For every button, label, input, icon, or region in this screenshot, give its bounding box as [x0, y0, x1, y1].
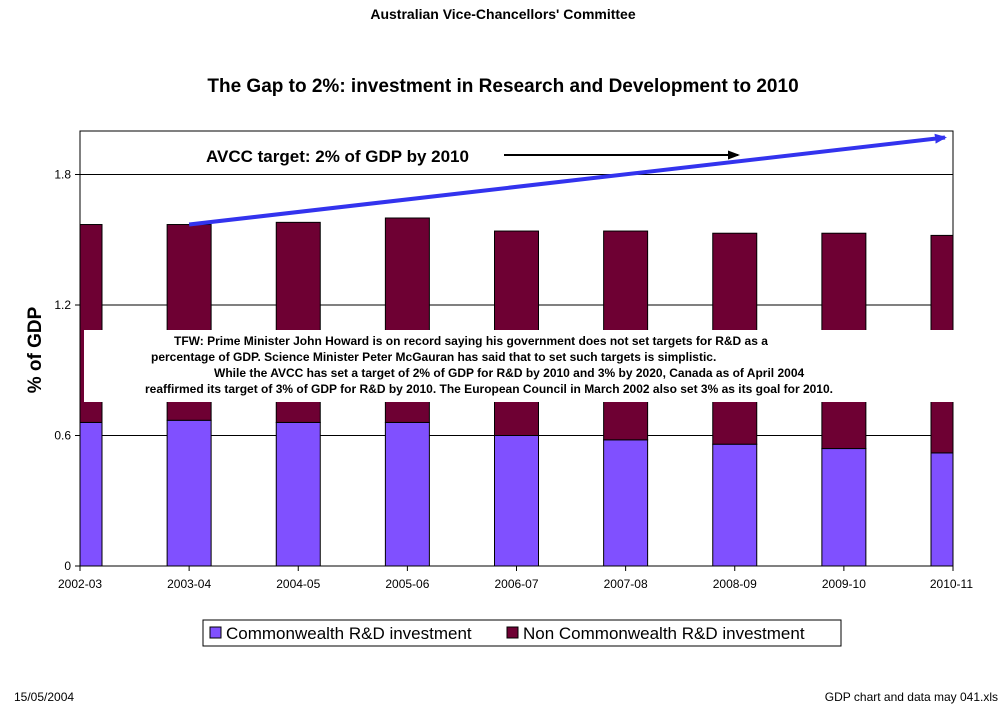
- target-label: AVCC target: 2% of GDP by 2010: [206, 147, 469, 166]
- note-line: TFW: Prime Minister John Howard is on re…: [174, 334, 768, 348]
- x-tick-label: 2008-09: [713, 577, 757, 591]
- x-tick-label: 2006-07: [494, 577, 538, 591]
- y-axis-ticks: 0 0.6 1.2 1.8: [54, 168, 80, 573]
- x-tick-label: 2005-06: [385, 577, 429, 591]
- x-tick-label: 2007-08: [604, 577, 648, 591]
- x-tick-label: 2003-04: [167, 577, 211, 591]
- footer-date: 15/05/2004: [14, 690, 75, 704]
- y-tick-label: 0: [64, 559, 71, 573]
- bar-commonwealth: [821, 448, 867, 567]
- note-line: While the AVCC has set a target of 2% of…: [214, 366, 805, 380]
- organization-title: Australian Vice-Chancellors' Committee: [370, 6, 636, 22]
- bar-commonwealth: [384, 421, 430, 567]
- bar-commonwealth: [494, 435, 539, 567]
- bar-commonwealth: [275, 421, 321, 567]
- bar-commonwealth: [712, 443, 758, 567]
- y-tick-label: 1.8: [54, 168, 71, 182]
- chart-title: The Gap to 2%: investment in Research an…: [207, 76, 799, 97]
- note-box: TFW: Prime Minister John Howard is on re…: [84, 330, 954, 402]
- y-axis-label: % of GDP: [25, 306, 46, 393]
- bar-commonwealth: [603, 439, 649, 567]
- footer-filename: GDP chart and data may 041.xls: [824, 690, 998, 704]
- bar-commonwealth: [166, 419, 212, 567]
- bar-commonwealth: [930, 452, 954, 567]
- x-axis-ticks: 2002-03 2003-04 2004-05 2005-06 2006-07 2007-…: [58, 566, 973, 591]
- x-tick-label: 2010-11: [930, 577, 973, 591]
- note-line: percentage of GDP. Science Minister Pete…: [151, 350, 717, 364]
- legend-swatch-non-commonwealth: [506, 626, 519, 639]
- legend-label-commonwealth: Commonwealth R&D investment: [226, 624, 472, 643]
- legend: Commonwealth R&D investment Non Commonwe…: [202, 619, 842, 647]
- x-tick-label: 2002-03: [58, 577, 102, 591]
- x-tick-label: 2009-10: [822, 577, 866, 591]
- y-tick-label: 0.6: [54, 429, 71, 443]
- x-tick-label: 2004-05: [276, 577, 320, 591]
- note-line: reaffirmed its target of 3% of GDP for R…: [145, 382, 833, 396]
- legend-swatch-commonwealth: [209, 626, 222, 639]
- target-trend-line: [188, 133, 947, 227]
- y-tick-label: 1.2: [54, 298, 71, 312]
- legend-label-non-commonwealth: Non Commonwealth R&D investment: [523, 624, 805, 643]
- legend-box: [202, 619, 842, 647]
- bar-commonwealth: [79, 421, 103, 567]
